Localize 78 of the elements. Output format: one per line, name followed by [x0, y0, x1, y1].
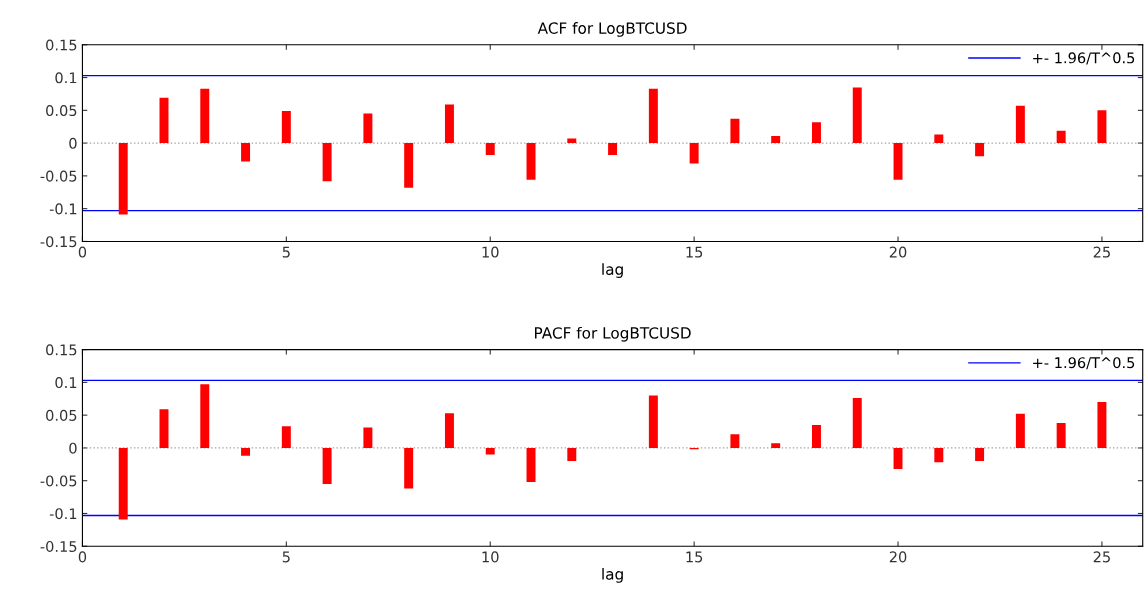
bar — [322, 447, 332, 484]
x-tick-label: 0 — [78, 551, 87, 563]
bar — [934, 447, 944, 463]
bar — [241, 143, 251, 162]
bar — [730, 118, 740, 144]
bar — [363, 427, 373, 448]
bar — [281, 426, 291, 448]
bar — [608, 143, 618, 155]
bar — [485, 447, 495, 455]
x-tick-label: 15 — [686, 551, 703, 563]
legend-label: +- 1.96/T^0.5 — [1033, 52, 1135, 65]
y-tick-label: 0.05 — [46, 105, 77, 117]
bar — [893, 143, 903, 180]
y-tick-label: -0.15 — [40, 236, 77, 248]
legend-label: +- 1.96/T^0.5 — [1033, 357, 1135, 370]
x-tick-label: 25 — [1093, 246, 1110, 258]
bar — [200, 88, 210, 144]
y-tick-label: -0.1 — [49, 203, 77, 215]
x-tick-label: 20 — [889, 551, 907, 563]
x-tick-label: 25 — [1093, 551, 1110, 563]
bar — [934, 134, 944, 144]
x-tick-label: 0 — [78, 246, 87, 258]
bar — [771, 135, 781, 144]
bar — [689, 143, 699, 164]
y-tick-label: 0.1 — [55, 72, 77, 84]
chart-title: ACF for LogBTCUSD — [537, 22, 687, 37]
x-axis-title: lag — [602, 568, 623, 583]
x-tick-label: 5 — [282, 246, 290, 258]
x-tick-label: 20 — [889, 246, 907, 258]
bar — [648, 88, 658, 144]
bar — [852, 87, 862, 144]
bar — [159, 409, 169, 448]
bar — [893, 447, 903, 469]
bar — [200, 384, 210, 448]
bar — [1015, 413, 1025, 448]
bar — [1015, 105, 1025, 144]
bar — [444, 104, 454, 144]
y-tick-label: -0.1 — [49, 508, 77, 520]
y-tick-label: -0.05 — [40, 475, 77, 487]
bar — [118, 143, 128, 215]
bar — [485, 143, 495, 155]
bar — [444, 413, 454, 448]
bar — [363, 113, 373, 144]
y-tick-label: 0 — [69, 137, 77, 149]
y-tick-label: 0.05 — [46, 409, 77, 421]
y-tick-label: 0.1 — [55, 377, 77, 389]
bar — [975, 143, 985, 157]
bar — [648, 395, 658, 448]
bar — [404, 143, 414, 188]
bar — [730, 434, 740, 448]
bar — [1097, 402, 1107, 448]
bar — [241, 447, 251, 456]
bar — [975, 447, 985, 462]
x-tick-label: 5 — [282, 551, 290, 563]
bar — [811, 122, 821, 144]
chart-title: PACF for LogBTCUSD — [535, 326, 691, 342]
bar — [1056, 423, 1066, 448]
bar — [771, 443, 781, 448]
bar — [811, 424, 821, 448]
y-tick-label: 0.15 — [46, 39, 77, 51]
x-axis-title: lag — [602, 263, 623, 278]
x-tick-label: 15 — [686, 246, 703, 258]
bar — [281, 110, 291, 144]
x-tick-label: 10 — [482, 246, 499, 258]
y-tick-label: 0 — [69, 442, 77, 454]
bar — [1097, 110, 1107, 144]
bar — [322, 143, 332, 182]
bar — [404, 447, 414, 489]
y-tick-label: -0.05 — [40, 170, 77, 182]
bar — [1056, 130, 1066, 144]
bar — [118, 447, 128, 520]
bar — [526, 143, 536, 180]
bar — [526, 447, 536, 483]
bar — [567, 447, 577, 462]
y-tick-label: -0.15 — [40, 540, 77, 552]
bar — [852, 398, 862, 448]
x-tick-label: 10 — [482, 551, 499, 563]
y-tick-label: 0.15 — [46, 344, 77, 356]
